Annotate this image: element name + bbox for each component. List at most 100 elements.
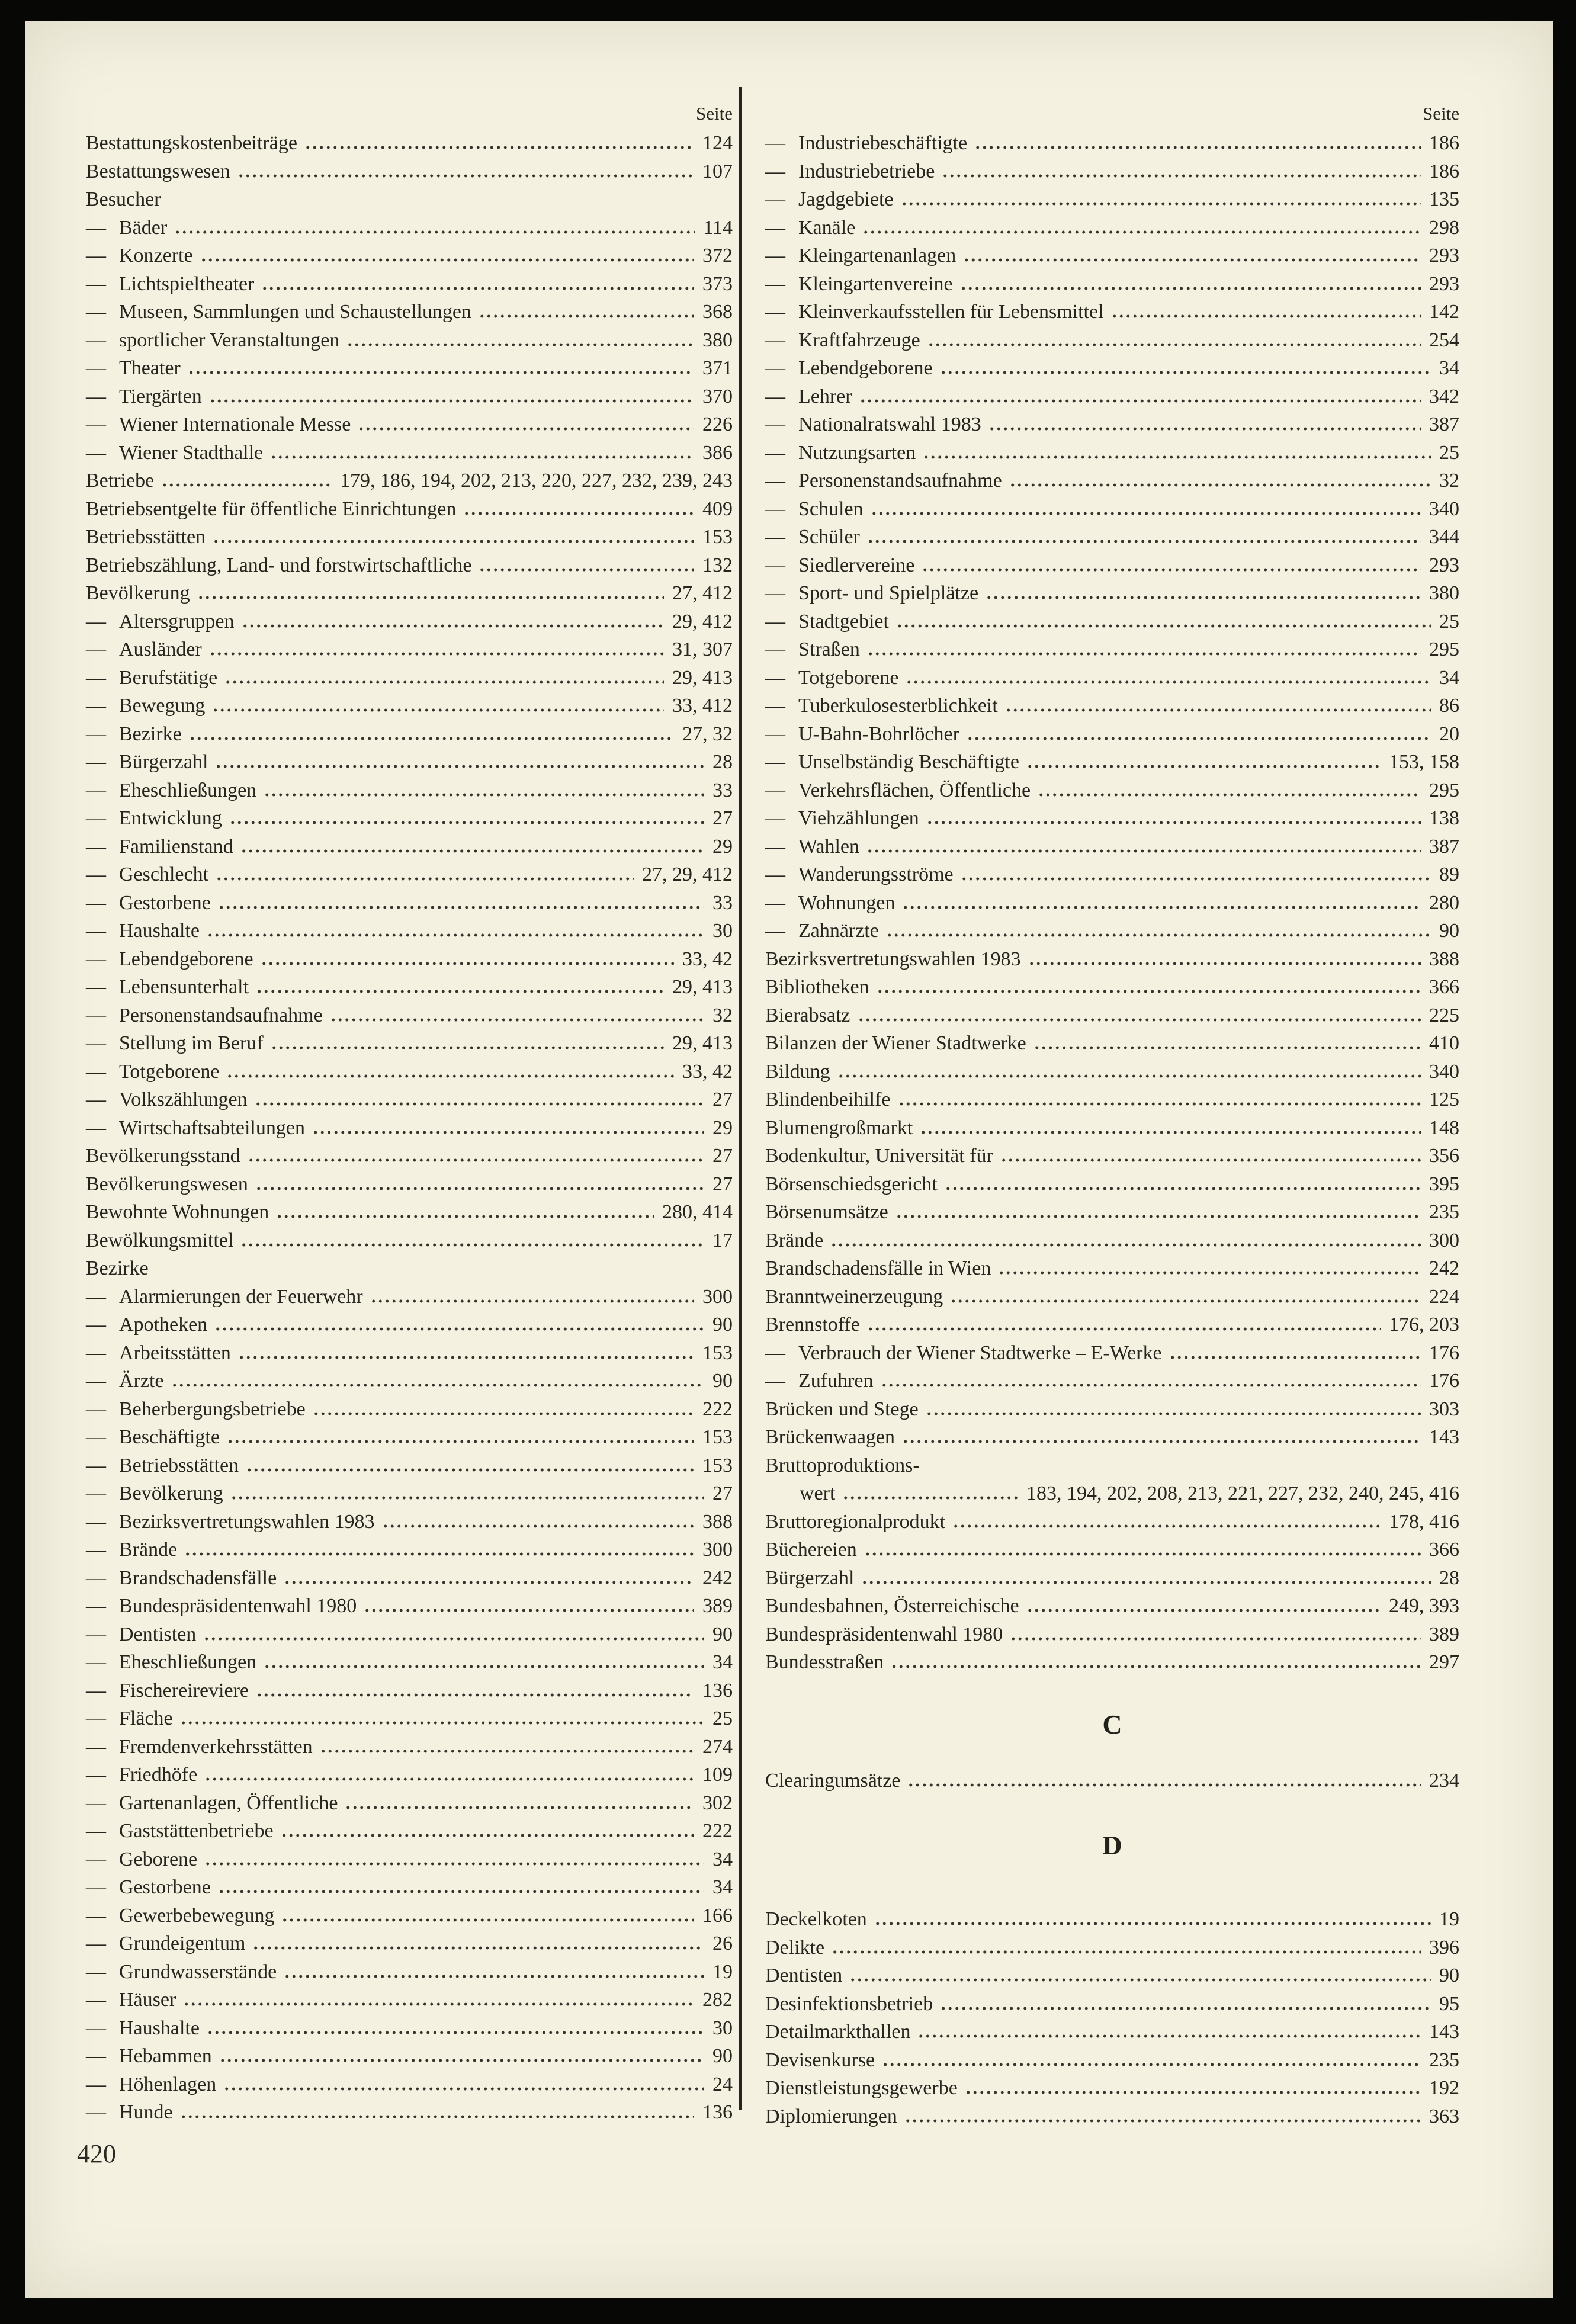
dot-leader <box>237 174 694 178</box>
index-row: — Familienstand 29 <box>86 833 733 861</box>
entry-label: Gartenanlagen, Öffentliche <box>119 1792 338 1814</box>
dot-leader <box>880 1384 1421 1387</box>
dot-leader <box>187 371 694 374</box>
index-row: — Häuser 282 <box>86 1986 733 2014</box>
dash-marker: — <box>86 1989 106 2011</box>
entry-pages: 19 <box>712 1960 733 1983</box>
entry-pages: 380 <box>702 329 733 351</box>
entry-pages: 242 <box>702 1567 733 1589</box>
dash-marker: — <box>765 835 785 858</box>
index-row: Bruttoproduktions- <box>765 1452 1459 1480</box>
index-row: Devisenkurse 235 <box>765 2046 1459 2075</box>
dot-leader <box>849 1978 1431 1982</box>
index-row: Betriebsstätten 153 <box>86 523 733 551</box>
dot-leader <box>208 652 664 656</box>
dot-leader <box>346 342 694 346</box>
index-row: — Verkehrsflächen, Öffentliche 295 <box>765 776 1459 805</box>
entry-pages: 90 <box>712 2045 733 2067</box>
index-row: Bevölkerungsstand 27 <box>86 1142 733 1170</box>
dot-leader <box>907 1783 1421 1787</box>
entry-label: Betriebsentgelte für öffentliche Einrich… <box>86 497 457 520</box>
index-row: — Nationalratswahl 1983 387 <box>765 410 1459 439</box>
dash-marker: — <box>765 216 785 239</box>
dash-marker: — <box>86 1482 106 1504</box>
entry-pages: 153 <box>702 1341 733 1364</box>
entry-pages: 86 <box>1439 695 1459 717</box>
index-row: Börsenumsätze 235 <box>765 1198 1459 1227</box>
index-row: — Lebendgeborene 33, 42 <box>86 945 733 974</box>
index-row: Bundesbahnen, Österreichische 249, 393 <box>765 1592 1459 1620</box>
index-row: — Gestorbene 34 <box>86 1873 733 1902</box>
index-row: — Arbeitsstätten 153 <box>86 1339 733 1368</box>
entry-pages: 183, 194, 202, 208, 213, 221, 227, 232, … <box>1026 1482 1459 1504</box>
entry-label: Branntweinerzeugung <box>765 1285 943 1308</box>
dot-leader <box>184 1552 694 1556</box>
entry-pages: 29, 413 <box>672 1032 733 1054</box>
entry-label: Gestorbene <box>119 891 211 914</box>
entry-pages: 33 <box>712 779 733 801</box>
index-row: Dentisten 90 <box>765 1962 1459 1990</box>
dash-marker: — <box>86 1089 106 1110</box>
entry-label: Höhenlagen <box>119 2073 217 2095</box>
entry-label: Kraftfahrzeuge <box>798 329 920 351</box>
entry-label: Delikte <box>765 1936 825 1959</box>
entry-label: Straßen <box>798 638 860 660</box>
entry-pages: 90 <box>1439 1965 1459 1986</box>
entry-label: Clearingumsätze <box>765 1769 901 1792</box>
index-row: — Friedhöfe 109 <box>86 1761 733 1789</box>
entry-label: Bildung <box>765 1060 830 1083</box>
entry-label: Unselbständig Beschäftigte <box>798 751 1019 773</box>
index-row: Bezirksvertretungswahlen 1983 388 <box>765 945 1459 974</box>
dash-marker: — <box>765 638 785 660</box>
entry-pages: 142 <box>1429 301 1459 323</box>
entry-label: Bundespräsidentenwahl 1980 <box>119 1595 357 1617</box>
entry-label: Wirtschaftsabteilungen <box>119 1116 305 1139</box>
index-row: — Tuberkulosesterblichkeit 86 <box>765 692 1459 720</box>
entry-label: Industriebeschäftigte <box>798 132 968 154</box>
dot-leader <box>276 1215 654 1218</box>
entry-pages: 31, 307 <box>672 638 733 660</box>
entry-pages: 114 <box>703 216 733 239</box>
index-row: Bewohnte Wohnungen 280, 414 <box>86 1198 733 1227</box>
dash-marker: — <box>765 695 785 717</box>
index-row: — Entwicklung 27 <box>86 804 733 833</box>
dash-marker: — <box>86 666 106 689</box>
entry-label: Zahnärzte <box>798 920 879 942</box>
index-row: — Fischereireviere 136 <box>86 1677 733 1705</box>
entry-pages: 17 <box>712 1229 733 1251</box>
dash-marker: — <box>86 1735 106 1758</box>
dot-leader <box>255 1186 704 1190</box>
dash-marker: — <box>86 1595 106 1617</box>
entry-pages: 90 <box>712 1370 733 1392</box>
entry-pages: 300 <box>702 1285 733 1308</box>
entry-label: Bundesbahnen, Österreichische <box>765 1595 1019 1617</box>
entry-pages: 298 <box>1429 216 1459 239</box>
entry-label: wert <box>800 1482 836 1504</box>
dot-leader <box>927 342 1421 346</box>
dash-marker: — <box>86 864 106 885</box>
entry-label: Personenstandsaufnahme <box>119 1004 323 1026</box>
entry-pages: 132 <box>702 554 733 576</box>
entry-label: Bundesstraßen <box>765 1651 884 1673</box>
entry-label: Lebendgeborene <box>119 948 253 970</box>
entry-pages: 143 <box>1429 2021 1459 2043</box>
entry-pages: 29 <box>712 1116 733 1139</box>
entry-label: Lebendgeborene <box>798 357 933 379</box>
dash-marker: — <box>86 976 106 998</box>
dot-leader <box>837 1074 1421 1078</box>
dot-leader <box>345 1805 694 1809</box>
index-row: — Straßen 295 <box>765 635 1459 664</box>
dot-leader <box>1009 483 1431 487</box>
index-row: — Viehzählungen 138 <box>765 804 1459 833</box>
entry-label: Börsenschiedsgericht <box>765 1173 938 1195</box>
dot-leader <box>281 1918 694 1922</box>
entry-pages: 356 <box>1429 1145 1459 1167</box>
dash-marker: — <box>765 751 785 773</box>
index-row: — Personenstandsaufnahme 32 <box>86 1001 733 1030</box>
entry-label: Entwicklung <box>119 807 222 829</box>
entry-pages: 109 <box>702 1764 733 1786</box>
dot-leader <box>478 314 694 318</box>
dot-leader <box>171 1384 704 1387</box>
entry-label: Grundwasserstände <box>119 1960 277 1983</box>
entry-pages: 28 <box>712 751 733 773</box>
